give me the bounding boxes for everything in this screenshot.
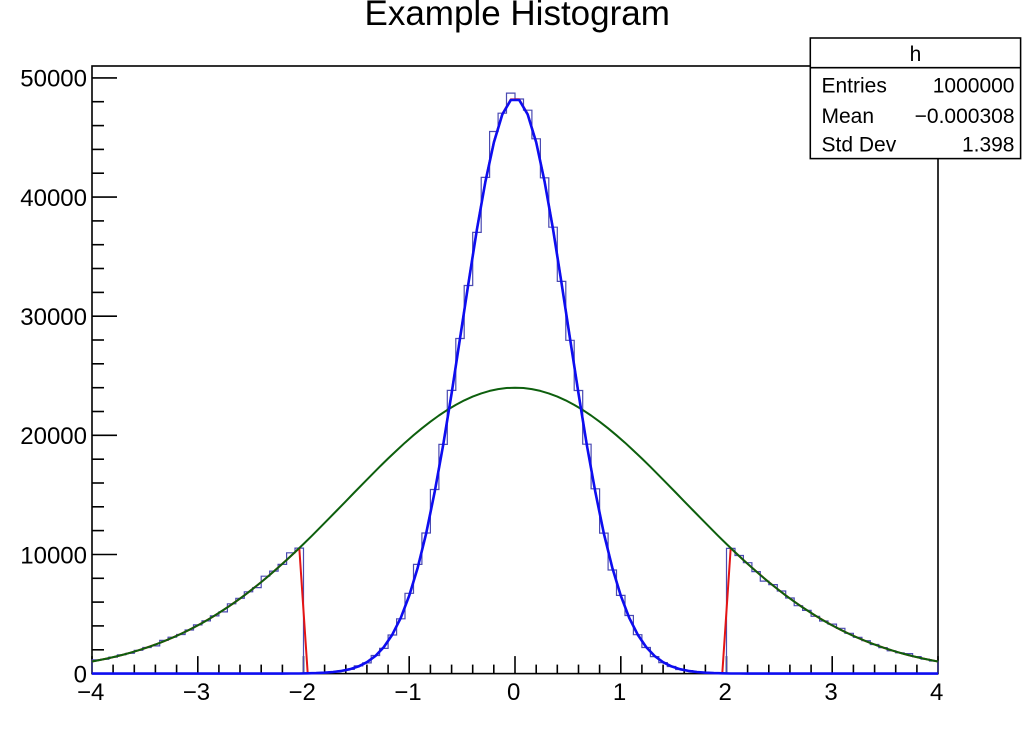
svg-text:1: 1	[613, 679, 626, 706]
svg-text:20000: 20000	[20, 423, 87, 450]
svg-text:−0.000308: −0.000308	[915, 105, 1015, 128]
svg-text:3: 3	[824, 679, 837, 706]
svg-text:4: 4	[930, 679, 943, 706]
svg-text:1000000: 1000000	[933, 74, 1015, 97]
svg-text:10000: 10000	[20, 542, 87, 569]
svg-text:0: 0	[74, 661, 87, 688]
svg-text:−2: −2	[289, 679, 316, 706]
svg-text:Std Dev: Std Dev	[822, 133, 897, 156]
svg-text:Example Histogram: Example Histogram	[365, 0, 670, 33]
svg-text:1.398: 1.398	[962, 133, 1015, 156]
svg-text:−4: −4	[77, 679, 104, 706]
svg-text:50000: 50000	[20, 66, 87, 93]
svg-text:0: 0	[507, 679, 520, 706]
svg-text:−1: −1	[394, 679, 421, 706]
svg-text:h: h	[910, 43, 922, 66]
svg-text:30000: 30000	[20, 304, 87, 331]
svg-text:2: 2	[719, 679, 732, 706]
svg-text:Mean: Mean	[822, 105, 875, 128]
svg-text:Entries: Entries	[822, 74, 887, 97]
svg-text:−3: −3	[183, 679, 210, 706]
svg-text:40000: 40000	[20, 185, 87, 212]
